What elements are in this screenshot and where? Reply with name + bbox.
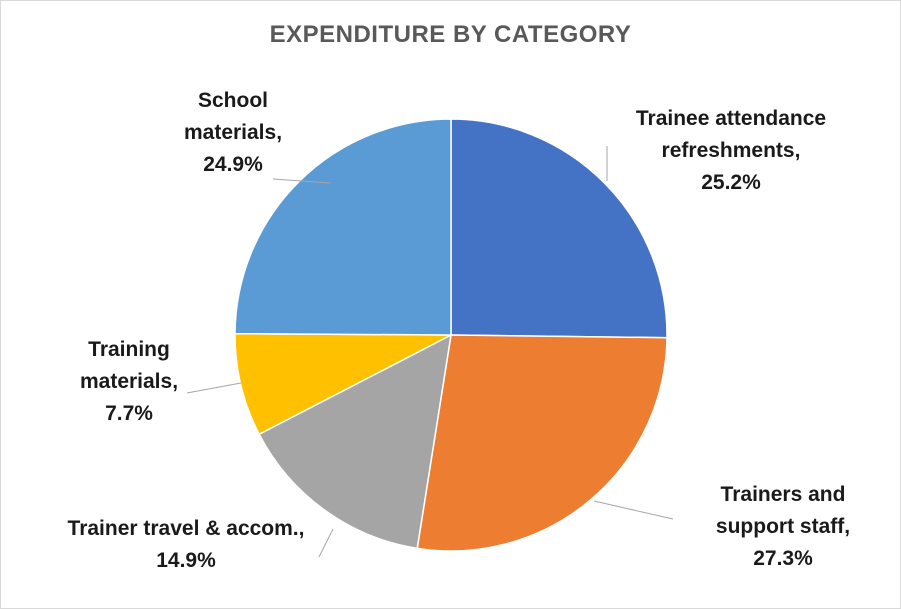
data-label-line: 25.2% [701,171,761,194]
pie-slice-trainee-attendance-refreshments [450,118,668,339]
data-label-line: refreshments, [661,139,801,162]
data-label-line: Trainers and [720,483,846,506]
leader-line [186,382,242,394]
data-label-line: School [197,89,268,112]
data-label-line: 27.3% [753,547,813,570]
leader-line [593,500,674,520]
data-label-line: Trainee attendance [635,107,827,130]
data-label: Trainers and support staff, 27.3% [716,479,850,575]
data-label: Trainer travel & accom., 14.9% [68,513,305,577]
pie-slice-training-materials [234,332,452,436]
data-label-line: 24.9% [203,153,263,176]
pie-slice-trainers-and-support-staff [416,334,668,552]
leader-line [318,528,334,558]
data-label-line: support staff, [715,515,851,538]
data-label-line: Trainer travel & accom., [67,517,305,540]
data-label: Training materials, 7.7% [80,334,178,430]
data-label: Trainee attendance refreshments, 25.2% [636,103,826,199]
data-label-line: materials, [79,370,179,393]
data-label-line: materials, [183,121,283,144]
leader-line [272,178,332,184]
data-label-line: Training [88,338,170,361]
chart-title: EXPENDITURE BY CATEGORY [269,21,632,48]
pie-slice-trainer-travel-accom [258,333,452,550]
data-label-line: 14.9% [156,549,216,572]
pie-slice-school-materials [234,118,452,336]
data-label-line: 7.7% [105,402,153,425]
data-label: School materials, 24.9% [184,85,282,181]
